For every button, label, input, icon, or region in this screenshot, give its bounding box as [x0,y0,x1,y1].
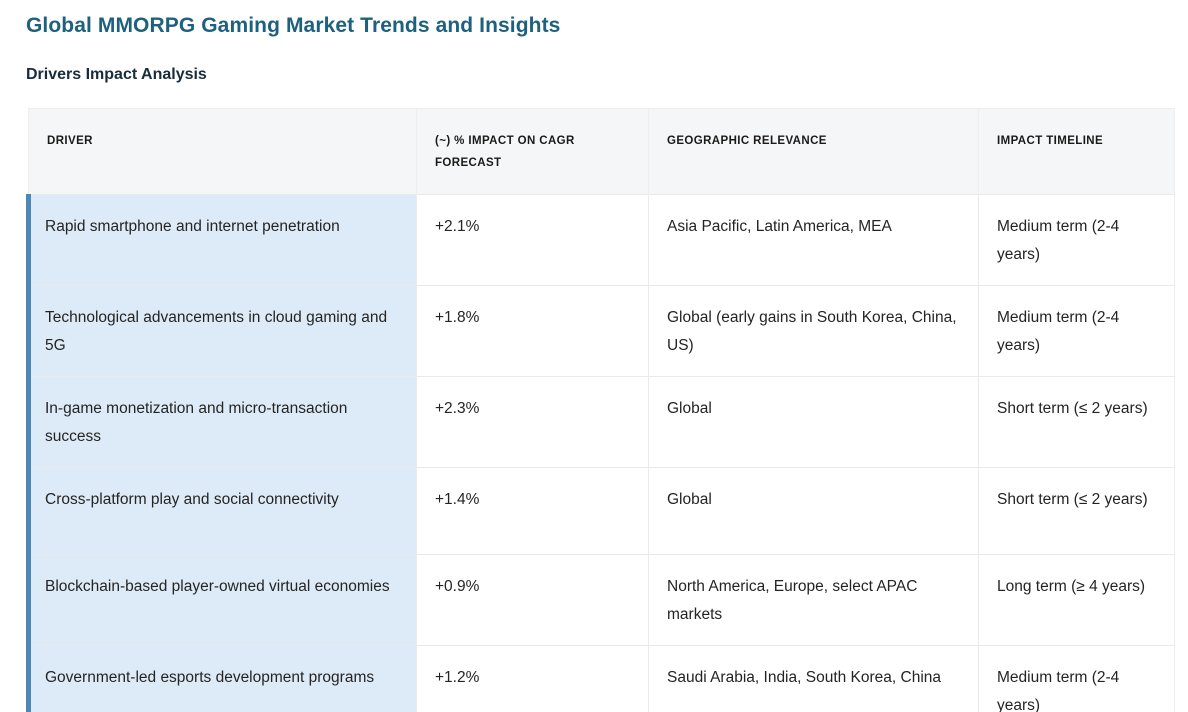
table-header: DRIVER (~) % IMPACT ON CAGR FORECAST GEO… [28,108,1175,195]
table-row: Rapid smartphone and internet penetratio… [26,194,1175,286]
column-header-impact-timeline: IMPACT TIMELINE [978,108,1175,195]
cell-driver: Technological advancements in cloud gami… [26,285,417,377]
page-title: Global MMORPG Gaming Market Trends and I… [26,14,561,37]
cell-impact: +1.8% [416,285,649,377]
section-heading: Drivers Impact Analysis [26,66,207,83]
table-row: Technological advancements in cloud gami… [26,285,1175,377]
cell-driver: Blockchain-based player-owned virtual ec… [26,554,417,646]
cell-geographic-relevance: Saudi Arabia, India, South Korea, China [648,645,979,712]
table-row: Government-led esports development progr… [26,645,1175,712]
cell-driver: Government-led esports development progr… [26,645,417,712]
cell-impact: +2.1% [416,194,649,286]
column-header-geographic-relevance: GEOGRAPHIC RELEVANCE [648,108,979,195]
cell-geographic-relevance: Global (early gains in South Korea, Chin… [648,285,979,377]
cell-impact-timeline: Medium term (2-4 years) [978,645,1175,712]
header-row: DRIVER (~) % IMPACT ON CAGR FORECAST GEO… [28,108,1175,195]
cell-driver: In-game monetization and micro-transacti… [26,376,417,468]
cell-impact: +2.3% [416,376,649,468]
cell-impact-timeline: Short term (≤ 2 years) [978,376,1175,468]
table-row: In-game monetization and micro-transacti… [26,376,1175,468]
cell-impact-timeline: Medium term (2-4 years) [978,285,1175,377]
table-row: Cross-platform play and social connectiv… [26,467,1175,555]
cell-impact: +1.2% [416,645,649,712]
table-body: Rapid smartphone and internet penetratio… [26,194,1175,712]
cell-geographic-relevance: Global [648,467,979,555]
table-row: Blockchain-based player-owned virtual ec… [26,554,1175,646]
column-header-impact: (~) % IMPACT ON CAGR FORECAST [416,108,649,195]
cell-impact-timeline: Long term (≥ 4 years) [978,554,1175,646]
cell-geographic-relevance: Global [648,376,979,468]
cell-impact: +0.9% [416,554,649,646]
cell-impact-timeline: Short term (≤ 2 years) [978,467,1175,555]
cell-impact: +1.4% [416,467,649,555]
cell-geographic-relevance: North America, Europe, select APAC marke… [648,554,979,646]
cell-impact-timeline: Medium term (2-4 years) [978,194,1175,286]
cell-driver: Rapid smartphone and internet penetratio… [26,194,417,286]
cell-geographic-relevance: Asia Pacific, Latin America, MEA [648,194,979,286]
cell-driver: Cross-platform play and social connectiv… [26,467,417,555]
drivers-impact-table: DRIVER (~) % IMPACT ON CAGR FORECAST GEO… [26,108,1175,712]
column-header-driver: DRIVER [28,108,417,195]
